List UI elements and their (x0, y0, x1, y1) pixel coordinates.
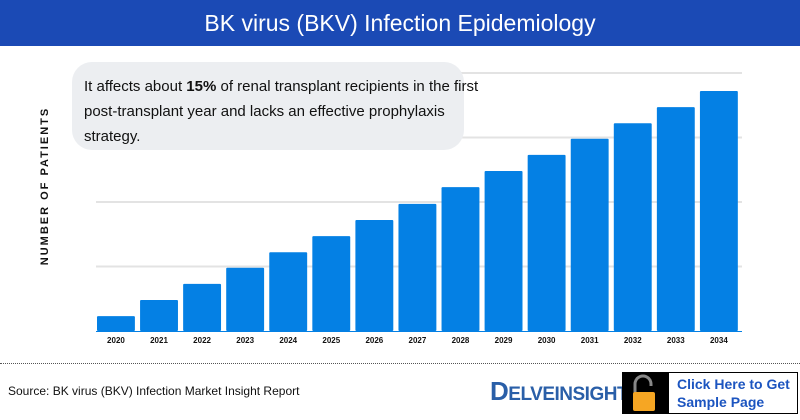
y-axis-label: NUMBER OF PATIENTS (39, 106, 51, 266)
x-tick-label: 2028 (452, 336, 470, 345)
cta-line: Click Here to Get (677, 376, 790, 392)
bar-2031 (570, 138, 609, 331)
callout-box: It affects about 15% of renal transplant… (72, 62, 478, 150)
x-tick-label: 2031 (581, 336, 599, 345)
bar-2023 (226, 267, 265, 331)
cta-line: Sample Page (677, 394, 765, 410)
x-tick-label: 2022 (193, 336, 211, 345)
get-sample-page-button[interactable]: Click Here to Get Sample Page (622, 372, 798, 414)
x-tick-label: 2025 (322, 336, 340, 345)
source-text: Source: BK virus (BKV) Infection Market … (8, 384, 300, 398)
bar-2034 (699, 91, 738, 331)
logo-letter: D (490, 376, 509, 406)
x-tick-label: 2027 (409, 336, 427, 345)
bar-2028 (441, 187, 480, 331)
x-tick-label: 2020 (107, 336, 125, 345)
bar-2032 (613, 123, 652, 331)
delveinsight-logo: DELVEINSIGHT (490, 376, 629, 407)
x-tick-label: 2032 (624, 336, 642, 345)
bar-2033 (656, 107, 695, 331)
x-tick-label: 2024 (279, 336, 297, 345)
callout-highlight: 15% (186, 78, 217, 95)
bar-chart: 2020 2021 2022 2023 2024 2025 2026 2027 2028 2029… (96, 72, 742, 345)
x-tick-label: 2030 (538, 336, 556, 345)
callout-text: post-transplant year and lacks an effect… (84, 103, 445, 120)
callout-text: strategy. (84, 128, 141, 145)
bar-2024 (269, 252, 308, 331)
bar-2021 (140, 300, 178, 331)
bar-2020 (97, 316, 135, 331)
x-tick-label: 2021 (150, 336, 168, 345)
chart-title: BK virus (BKV) Infection Epidemiology (0, 0, 800, 46)
bar-2030 (527, 154, 566, 331)
x-tick-label: 2033 (667, 336, 685, 345)
x-tick-label: 2023 (236, 336, 254, 345)
x-tick-label: 2029 (495, 336, 513, 345)
bar-2029 (484, 171, 523, 331)
bar-2022 (183, 283, 222, 331)
unlocked-padlock-icon (623, 373, 669, 413)
x-tick-label: 2034 (710, 336, 728, 345)
x-tick-label: 2026 (365, 336, 383, 345)
callout-text: It affects about (84, 78, 187, 95)
callout-text: of renal transplant recipients in the fi… (216, 78, 479, 95)
bar-2026 (355, 220, 394, 331)
bar-2027 (398, 203, 437, 331)
logo-text: ELVEINSIGHT (508, 384, 629, 405)
bar-2025 (312, 236, 351, 331)
footer-divider (0, 363, 800, 364)
